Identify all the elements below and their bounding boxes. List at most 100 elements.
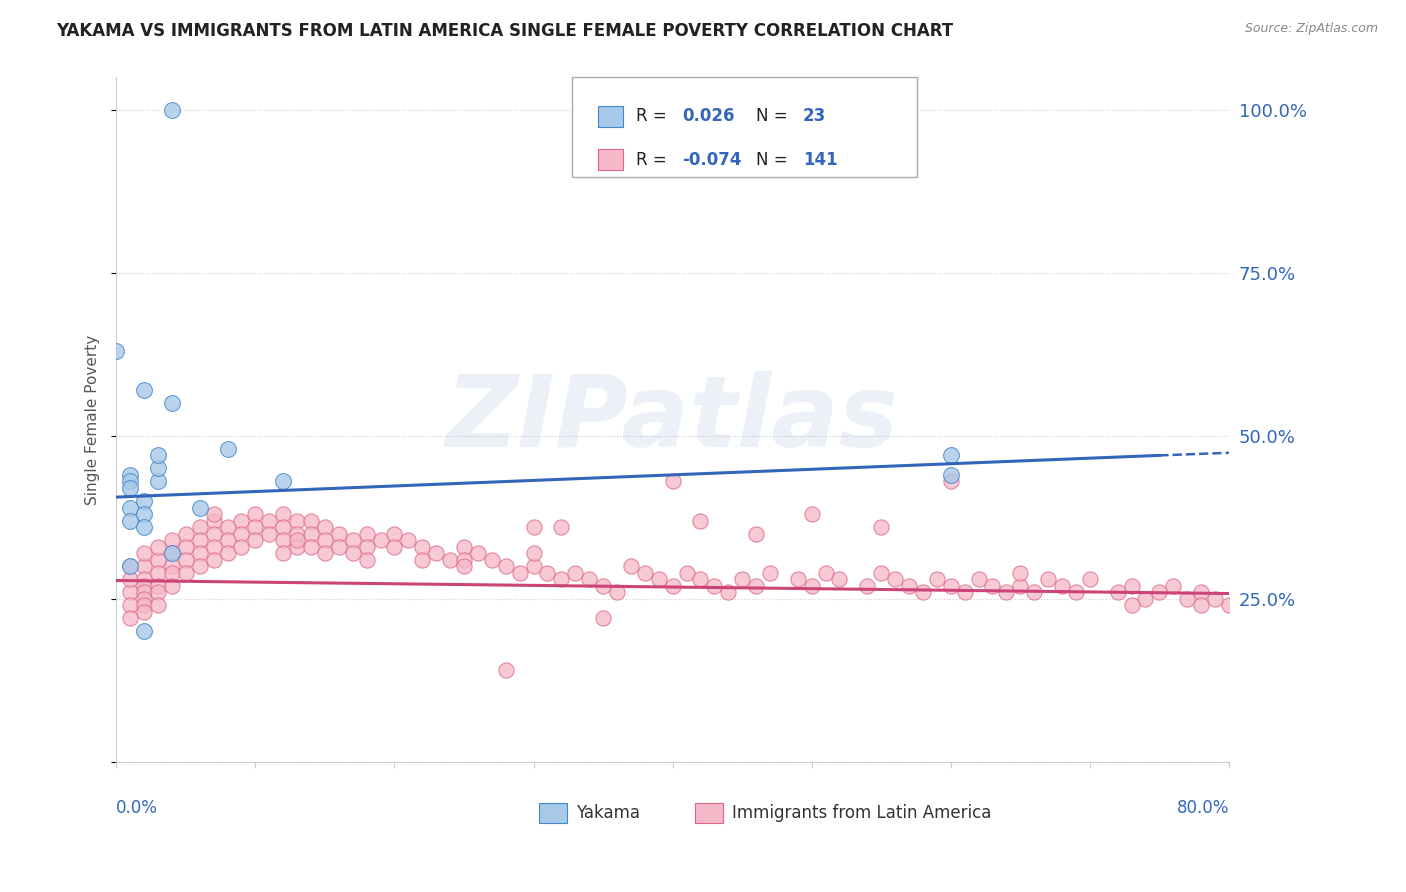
Point — [146, 449, 169, 463]
Point — [259, 526, 281, 541]
Point — [814, 566, 837, 580]
Point — [1135, 591, 1157, 606]
Point — [146, 566, 169, 580]
Point — [245, 520, 267, 534]
Point — [564, 566, 586, 580]
Point — [550, 572, 572, 586]
Point — [342, 533, 364, 548]
Point — [285, 533, 308, 548]
Point — [217, 546, 239, 560]
Point — [132, 507, 155, 521]
Point — [995, 585, 1018, 599]
Point — [132, 546, 155, 560]
Point — [132, 383, 155, 397]
Point — [522, 520, 544, 534]
Point — [314, 546, 336, 560]
Point — [146, 599, 169, 613]
Point — [634, 566, 657, 580]
Text: N =: N = — [756, 107, 793, 126]
Point — [661, 475, 683, 489]
Point — [884, 572, 907, 586]
Point — [146, 552, 169, 566]
Point — [870, 566, 893, 580]
Point — [271, 520, 294, 534]
Point — [120, 599, 142, 613]
Point — [439, 552, 461, 566]
Point — [731, 572, 754, 586]
Point — [160, 546, 183, 560]
Text: N =: N = — [756, 151, 793, 169]
Text: YAKAMA VS IMMIGRANTS FROM LATIN AMERICA SINGLE FEMALE POVERTY CORRELATION CHART: YAKAMA VS IMMIGRANTS FROM LATIN AMERICA … — [56, 22, 953, 40]
Point — [132, 494, 155, 508]
Point — [1149, 585, 1171, 599]
Point — [453, 559, 475, 574]
Point — [396, 533, 419, 548]
Point — [271, 475, 294, 489]
Point — [146, 585, 169, 599]
Point — [231, 514, 253, 528]
Point — [328, 526, 350, 541]
Point — [146, 579, 169, 593]
Point — [188, 559, 211, 574]
Point — [453, 552, 475, 566]
Point — [120, 475, 142, 489]
Point — [939, 467, 962, 482]
Text: 80.0%: 80.0% — [1177, 799, 1229, 817]
Point — [1189, 599, 1212, 613]
Point — [925, 572, 948, 586]
Point — [202, 514, 225, 528]
FancyBboxPatch shape — [598, 106, 623, 127]
Point — [120, 500, 142, 515]
Point — [132, 559, 155, 574]
Point — [188, 500, 211, 515]
Point — [328, 540, 350, 554]
Point — [1175, 591, 1198, 606]
Point — [870, 520, 893, 534]
Point — [314, 520, 336, 534]
Point — [271, 507, 294, 521]
Point — [120, 611, 142, 625]
Point — [384, 540, 406, 554]
FancyBboxPatch shape — [695, 803, 723, 823]
Point — [717, 585, 740, 599]
Point — [146, 540, 169, 554]
Point — [370, 533, 392, 548]
Point — [1218, 599, 1240, 613]
Point — [132, 520, 155, 534]
Point — [202, 540, 225, 554]
Point — [202, 507, 225, 521]
Point — [578, 572, 600, 586]
Point — [1121, 579, 1143, 593]
Point — [800, 579, 823, 593]
Point — [231, 540, 253, 554]
Point — [495, 664, 517, 678]
Point — [120, 467, 142, 482]
Y-axis label: Single Female Poverty: Single Female Poverty — [86, 334, 100, 505]
Point — [217, 533, 239, 548]
Point — [146, 475, 169, 489]
Point — [146, 461, 169, 475]
Point — [453, 540, 475, 554]
Point — [898, 579, 921, 593]
Point — [160, 546, 183, 560]
Point — [1024, 585, 1046, 599]
Text: 23: 23 — [803, 107, 825, 126]
Point — [384, 526, 406, 541]
Point — [259, 514, 281, 528]
Point — [188, 520, 211, 534]
Point — [745, 526, 768, 541]
Point — [689, 514, 711, 528]
Point — [271, 546, 294, 560]
Text: Yakama: Yakama — [576, 804, 640, 822]
Point — [1161, 579, 1184, 593]
Point — [271, 533, 294, 548]
Point — [1107, 585, 1129, 599]
Point — [425, 546, 447, 560]
Text: 141: 141 — [803, 151, 838, 169]
Point — [217, 442, 239, 456]
Point — [356, 540, 378, 554]
Point — [188, 546, 211, 560]
Point — [120, 585, 142, 599]
Point — [174, 566, 197, 580]
Point — [132, 585, 155, 599]
